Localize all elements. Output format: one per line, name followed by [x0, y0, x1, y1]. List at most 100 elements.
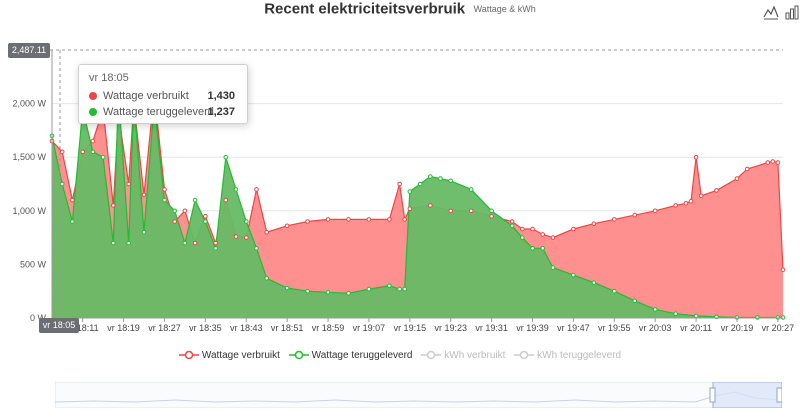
data-point: [683, 201, 689, 206]
data-point: [509, 223, 515, 229]
data-point: [530, 226, 535, 232]
chart-title: Recent elektriciteitsverbruik: [264, 0, 466, 18]
data-point: [264, 229, 270, 235]
zoom-handle-left[interactable]: [709, 387, 716, 403]
data-point: [126, 181, 131, 187]
data-point: [162, 187, 167, 192]
data-point: [59, 149, 65, 155]
data-point: [387, 217, 392, 222]
legend-item-wattage-verbruikt[interactable]: Wattage verbruikt: [178, 350, 280, 361]
data-point: [688, 198, 694, 204]
data-point: [325, 217, 331, 222]
data-point: [325, 290, 331, 295]
x-tick-label: vr 18:11: [67, 323, 99, 333]
data-point: [550, 235, 556, 240]
data-point: [428, 203, 433, 208]
line-chart-button[interactable]: [763, 4, 779, 20]
data-point: [397, 286, 402, 292]
data-point: [468, 187, 474, 192]
data-point: [673, 203, 679, 208]
data-point: [591, 280, 597, 285]
data-point: [550, 265, 556, 270]
data-point: [765, 160, 771, 165]
tooltip-value: 1,237: [207, 106, 235, 118]
y-tick-label: 1,000 W: [12, 206, 46, 216]
data-point: [632, 212, 638, 218]
legend-item-kwh-teruggeleverd[interactable]: kWh teruggeleverd: [514, 350, 621, 361]
data-point: [509, 219, 515, 224]
data-point: [172, 208, 177, 214]
data-zoom-slider[interactable]: [54, 381, 783, 409]
data-point: [571, 272, 576, 278]
data-point: [652, 208, 658, 214]
data-point: [612, 217, 617, 222]
data-point: [366, 286, 372, 292]
data-point: [489, 208, 494, 214]
data-point: [254, 246, 259, 251]
data-point: [90, 138, 96, 144]
data-point: [734, 176, 740, 181]
data-point: [402, 217, 408, 222]
tooltip-value: 1,430: [207, 90, 235, 102]
bar-chart-button[interactable]: [784, 4, 800, 20]
y-cursor-badge: 2,487.11: [8, 43, 50, 58]
data-point: [693, 154, 699, 160]
data-point: [233, 234, 239, 239]
data-point: [591, 221, 597, 226]
data-point: [366, 217, 372, 222]
data-point: [254, 187, 259, 192]
x-axis-ticks: vr 18:11 vr 18:19 vr 18:27 vr 18:35 vr 18:43…: [67, 318, 794, 333]
legend-line-marker-icon: [514, 351, 535, 360]
data-point: [223, 197, 229, 203]
axes: [51, 50, 783, 319]
data-point: [780, 267, 786, 273]
data-point: [172, 219, 177, 224]
x-tick-label: vr 19:15: [394, 323, 427, 333]
y-tick-label: 2,000 W: [12, 99, 46, 109]
line-verbruikt: [51, 92, 784, 270]
data-point: [744, 166, 750, 172]
data-point: [387, 283, 392, 289]
data-point: [520, 226, 525, 232]
data-point: [397, 181, 402, 187]
x-tick-label: vr 18:43: [230, 323, 263, 333]
x-tick-label: vr 19:55: [598, 323, 631, 333]
tooltip-row-teruggeleverd: Wattage teruggeleverd 1,237: [89, 105, 239, 119]
area-teruggeleverd: [52, 92, 783, 319]
data-point: [693, 313, 699, 319]
x-tick-label: vr 19:07: [353, 323, 386, 333]
x-tick-label: vr 18:59: [312, 323, 345, 333]
legend-line-marker-icon: [421, 351, 442, 360]
x-tick-label: vr 18:19: [107, 323, 140, 333]
data-point: [770, 159, 776, 164]
data-point: [70, 219, 75, 224]
legend-item-kwh-verbruikt[interactable]: kWh verbruikt: [421, 350, 505, 361]
data-point: [407, 206, 413, 211]
data-point: [80, 149, 85, 155]
x-tick-label: vr 19:31: [475, 323, 508, 333]
y-tick-label: 0 W: [30, 313, 47, 323]
data-point: [213, 246, 218, 251]
data-point: [305, 288, 310, 294]
legend-item-wattage-teruggeleverd[interactable]: Wattage teruggeleverd: [288, 350, 412, 361]
data-point: [59, 181, 65, 187]
x-tick-label: vr 20:27: [762, 323, 795, 333]
data-point: [90, 149, 96, 155]
data-point: [402, 286, 408, 292]
zoom-overview-line: [54, 391, 783, 403]
data-point: [213, 240, 218, 246]
data-point: [111, 203, 116, 208]
data-point: [162, 197, 167, 203]
data-point: [141, 192, 147, 197]
zoom-handle-right[interactable]: [776, 387, 783, 403]
data-point: [192, 240, 198, 246]
tooltip-time: vr 18:05: [89, 72, 129, 84]
data-point: [612, 288, 617, 294]
zoom-window[interactable]: [712, 381, 783, 409]
data-point: [203, 219, 208, 224]
data-point: [111, 240, 116, 246]
data-point: [428, 174, 433, 179]
data-point: [775, 160, 781, 165]
data-point: [714, 188, 719, 193]
